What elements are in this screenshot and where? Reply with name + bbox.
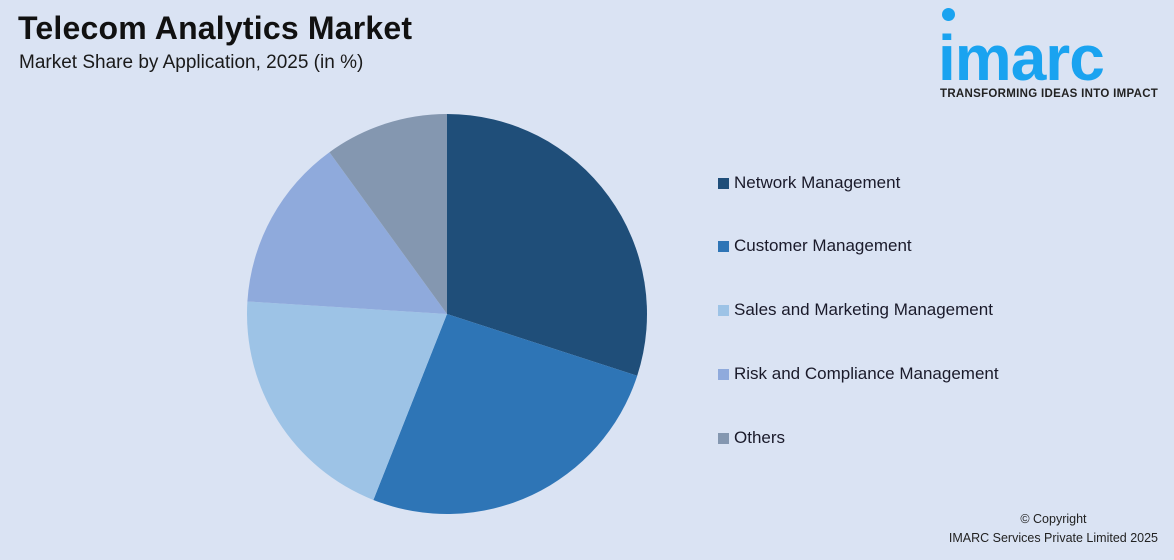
legend-label: Customer Management [734, 236, 912, 255]
logo-dot-icon [942, 8, 955, 21]
chart-title: Telecom Analytics Market [18, 10, 413, 46]
legend-swatch-icon [718, 304, 729, 316]
legend-item-sales-marketing-management: Sales and Marketing Management [718, 299, 993, 321]
chart-subtitle: Market Share by Application, 2025 (in %) [19, 52, 364, 73]
imarc-logo: imarc TRANSFORMING IDEAS INTO IMPACT [936, 6, 1164, 106]
legend-item-others: Others [718, 427, 785, 449]
legend-label: Risk and Compliance Management [734, 364, 999, 383]
legend-swatch-icon [718, 368, 729, 380]
copyright-footer: © Copyright IMARC Services Private Limit… [949, 510, 1158, 548]
pie-slice-network-management [447, 114, 647, 376]
logo-wordmark: imarc [938, 22, 1105, 94]
pie-slice-risk-compliance-management [247, 152, 447, 314]
pie-slice-sales-marketing-management [247, 301, 447, 500]
legend-item-customer-management: Customer Management [718, 235, 912, 257]
pie-chart [247, 114, 647, 514]
legend-label: Network Management [734, 173, 901, 192]
copyright-line: © Copyright [1020, 512, 1087, 526]
copyright-company: IMARC Services Private Limited 2025 [948, 531, 1158, 545]
legend-swatch-icon [718, 240, 729, 252]
legend-swatch-icon [718, 177, 729, 189]
pie-slice-others [329, 114, 447, 314]
legend-item-risk-compliance-management: Risk and Compliance Management [718, 363, 999, 385]
legend-item-network-management: Network Management [718, 172, 900, 194]
legend-swatch-icon [718, 432, 729, 444]
pie-slice-customer-management [373, 314, 638, 514]
legend-label: Others [734, 428, 786, 447]
legend-label: Sales and Marketing Management [734, 300, 993, 319]
logo-tagline: TRANSFORMING IDEAS INTO IMPACT [940, 88, 1159, 100]
